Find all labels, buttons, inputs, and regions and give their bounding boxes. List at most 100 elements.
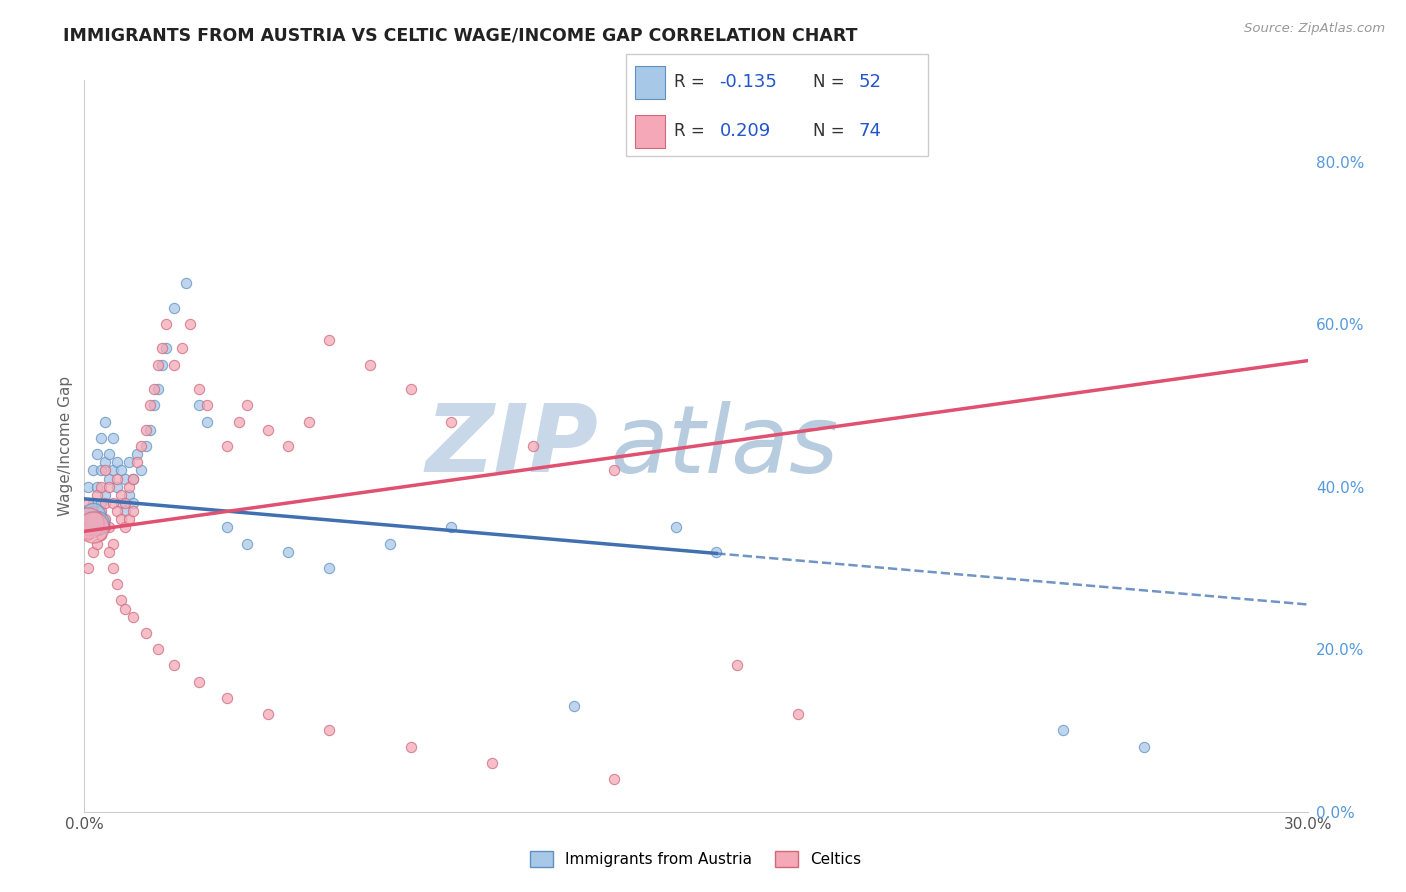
Point (1052, 723, 1074, 738)
Text: 74: 74 (859, 122, 882, 140)
Point (77, 528, 100, 542)
Point (172, 342, 194, 356)
Point (105, 577, 128, 591)
Point (228, 415, 250, 429)
Point (105, 480, 128, 494)
Point (298, 415, 321, 429)
Point (101, 496, 124, 510)
Text: Source: ZipAtlas.com: Source: ZipAtlas.com (1244, 22, 1385, 36)
Point (135, 439, 157, 453)
Point (114, 471, 136, 485)
Point (146, 642, 169, 657)
Point (603, 463, 626, 477)
Point (522, 439, 544, 453)
Point (481, 756, 503, 770)
Point (93, 496, 115, 510)
Point (93, 520, 115, 534)
Point (86, 536, 108, 550)
Point (187, 382, 209, 396)
Point (706, 544, 728, 558)
Point (97, 447, 120, 461)
Text: IMMIGRANTS FROM AUSTRIA VS CELTIC WAGE/INCOME GAP CORRELATION CHART: IMMIGRANTS FROM AUSTRIA VS CELTIC WAGE/I… (63, 27, 858, 45)
Point (86, 488, 108, 502)
Y-axis label: Wage/Income Gap: Wage/Income Gap (58, 376, 73, 516)
Point (163, 301, 186, 315)
Text: -0.135: -0.135 (720, 73, 778, 91)
Point (131, 463, 153, 477)
Point (150, 342, 173, 356)
Point (318, 334, 340, 348)
Point (101, 561, 124, 575)
Point (142, 398, 165, 412)
Point (101, 463, 124, 477)
Point (257, 423, 280, 437)
Point (77, 512, 100, 526)
Point (118, 480, 141, 494)
Point (195, 415, 218, 429)
Point (195, 398, 218, 412)
Point (127, 455, 149, 469)
Point (86, 447, 108, 461)
Point (122, 609, 145, 624)
Point (217, 439, 239, 453)
Point (82, 504, 104, 518)
Point (82, 520, 104, 534)
Point (90, 528, 112, 542)
Point (665, 520, 688, 534)
Point (277, 544, 299, 558)
Point (90, 463, 112, 477)
Point (101, 431, 124, 445)
Point (97, 520, 120, 534)
Point (97, 544, 120, 558)
Point (127, 447, 149, 461)
Point (77, 480, 100, 494)
Point (603, 772, 626, 787)
Point (163, 658, 186, 673)
Text: N =: N = (813, 73, 851, 91)
Point (86, 480, 108, 494)
Point (236, 536, 259, 550)
Point (118, 488, 141, 502)
Point (110, 512, 132, 526)
Point (787, 707, 810, 722)
Point (155, 317, 177, 331)
Point (174, 277, 197, 291)
Point (399, 382, 422, 396)
Point (105, 471, 128, 485)
Point (114, 496, 136, 510)
Point (122, 496, 145, 510)
Point (217, 520, 239, 534)
Point (118, 512, 141, 526)
Point (118, 455, 141, 469)
Point (114, 601, 136, 615)
Point (82, 463, 104, 477)
Point (77, 520, 100, 534)
Point (380, 536, 402, 550)
Point (399, 739, 422, 754)
Point (725, 658, 748, 673)
Point (114, 504, 136, 518)
Point (101, 536, 124, 550)
Point (150, 358, 173, 372)
Point (97, 480, 120, 494)
Point (82, 508, 104, 522)
Point (135, 626, 157, 640)
Point (93, 488, 115, 502)
Bar (634, 66, 665, 99)
Point (318, 561, 340, 575)
Point (163, 358, 186, 372)
Text: 0.209: 0.209 (720, 122, 770, 140)
Text: atlas: atlas (610, 401, 838, 491)
Point (110, 593, 132, 607)
Point (77, 504, 100, 518)
Point (146, 382, 169, 396)
Point (105, 504, 128, 518)
Point (77, 561, 100, 575)
Point (90, 496, 112, 510)
Point (122, 471, 145, 485)
Point (77, 516, 100, 531)
Text: R =: R = (673, 73, 710, 91)
Point (90, 480, 112, 494)
Point (138, 423, 160, 437)
Point (86, 512, 108, 526)
